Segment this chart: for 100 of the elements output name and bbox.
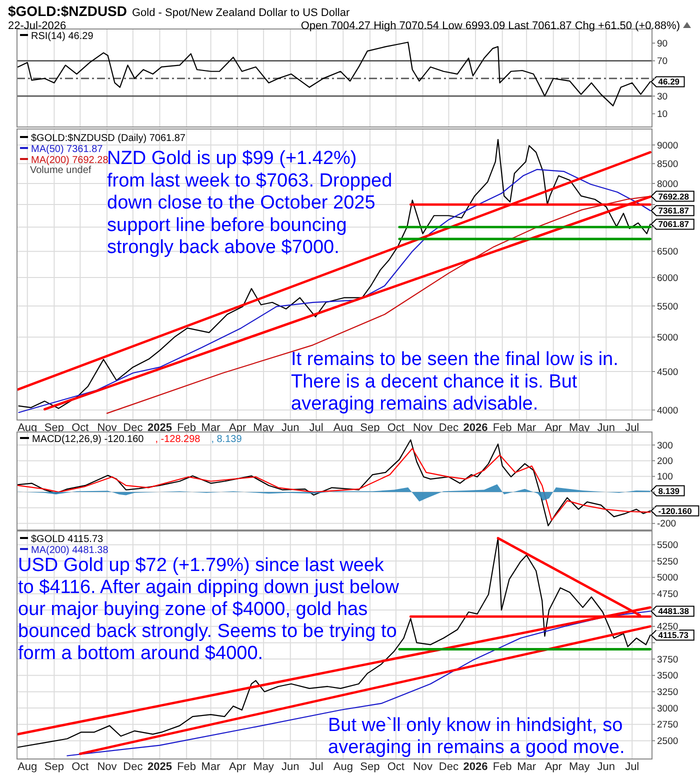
x-tick-label: Mar: [201, 422, 221, 434]
x-tick-label: Sep: [44, 422, 64, 434]
x-tick-label: Mar: [517, 422, 536, 434]
x-tick-label: 2026: [463, 422, 488, 434]
x-tick-label: 2026: [463, 761, 488, 773]
x-tick-label: Apr: [229, 761, 246, 773]
x-tick-label: Nov: [412, 422, 434, 434]
x-tick-label: Jul: [625, 422, 640, 434]
x-tick-label: Jun: [282, 422, 300, 434]
x-tick-label: May: [253, 422, 274, 434]
x-tick-label: Dec: [123, 761, 144, 773]
y-tick-label: 5500: [657, 301, 678, 312]
annotation: USD Gold up $72 (+1.79%) since last week to $4116. After again dipping down just below our major buying zone of $4000, gold has bounced back strongly. Seems to be trying to form a bottom around $4000.: [18, 555, 400, 664]
x-tick-label: Mar: [517, 761, 536, 773]
legend-label: RSI(14) 46.29: [31, 31, 94, 42]
y-tick-label: 5500: [657, 540, 678, 552]
annotation: 22-Jul-2026: [8, 20, 66, 32]
annotation: It remains to be seen the final low is in. There is a decent chance it is. But averaging remains advisable.: [291, 349, 618, 415]
y-tick-label: 8000: [657, 178, 678, 190]
x-tick-label: Feb: [177, 422, 196, 434]
y-tick-label: 9000: [657, 140, 678, 152]
x-tick-label: Aug: [18, 761, 38, 773]
y-tick-label: 3250: [657, 687, 678, 698]
x-tick-label: May: [253, 761, 274, 773]
x-tick-label: Jul: [625, 761, 640, 773]
annotation: NZD Gold is up $99 (+1.42%) from last week to $7063. Dropped down close to the October 2025 support line before bouncing strongly back above $7000.: [107, 148, 392, 258]
annotation: Open 7004.27 High 7070.54 Low 6993.09 Last 7061.87 Chg +61.50 (+0.88%): [300, 20, 680, 32]
x-tick-label: Nov: [97, 761, 118, 773]
x-tick-label: Apr: [229, 422, 246, 434]
x-tick-label: Sep: [360, 761, 380, 773]
annotation: 4481.38: [658, 606, 690, 616]
y-tick-label: 3750: [657, 654, 678, 666]
y-tick-label: 6500: [657, 246, 678, 258]
x-tick-label: Aug: [333, 761, 353, 773]
x-tick-label: Dec: [438, 761, 459, 773]
x-tick-label: Apr: [544, 422, 562, 434]
legend-label: MA(200) 4481.38: [31, 545, 109, 556]
x-tick-label: Oct: [72, 761, 89, 773]
x-tick-label: Oct: [387, 761, 404, 773]
legend-label: MA(200) 7692.28: [31, 155, 109, 166]
x-tick-label: May: [568, 761, 590, 773]
x-tick-label: 2025: [148, 422, 172, 434]
y-tick-label: 200: [657, 456, 673, 468]
y-tick-label: 100: [657, 472, 673, 483]
x-tick-label: Jun: [282, 761, 300, 773]
x-tick-label: Jun: [597, 422, 616, 434]
legend-label: MACD(12,26,9) -120.160: [32, 434, 144, 445]
x-tick-label: Oct: [72, 422, 89, 434]
annotation: 7061.87: [658, 219, 690, 230]
y-tick-label: 2500: [657, 736, 678, 748]
x-tick-label: Dec: [123, 422, 144, 434]
y-tick-label: 3000: [657, 703, 678, 714]
y-tick-label: 10: [657, 109, 668, 120]
x-tick-label: Oct: [387, 422, 404, 434]
y-tick-label: 4750: [657, 589, 678, 600]
y-tick-label: 5000: [657, 332, 678, 344]
annotation: -120.160: [658, 506, 692, 516]
x-tick-label: Sep: [360, 422, 380, 434]
x-tick-label: 2025: [148, 761, 172, 773]
y-tick-label: 30: [657, 91, 668, 102]
annotation: Volume undef: [30, 165, 92, 176]
x-tick-label: Nov: [412, 761, 434, 773]
x-tick-label: Apr: [544, 761, 562, 773]
y-tick-label: 6000: [657, 272, 678, 284]
y-tick-label: 70: [657, 56, 668, 68]
x-tick-label: Feb: [177, 761, 196, 773]
y-tick-label: 4250: [657, 622, 678, 633]
y-tick-label: 90: [657, 38, 668, 50]
y-tick-label: 2750: [657, 720, 678, 731]
x-tick-label: Feb: [492, 761, 512, 773]
chart-subtitle: Gold - Spot/New Zealand Dollar to US Dollar: [132, 7, 350, 19]
annotation: But we`ll only know in hindsight, so averaging in remains a good move.: [328, 715, 625, 758]
annotation: 46.29: [658, 76, 680, 87]
x-tick-label: Dec: [438, 422, 459, 434]
annotation: 7361.87: [658, 206, 690, 216]
x-tick-label: Nov: [97, 422, 118, 434]
y-tick-label: 300: [657, 440, 673, 452]
y-tick-label: 8500: [657, 158, 678, 170]
annotation: 8.139: [658, 486, 680, 496]
legend-label: $GOLD:$NZDUSD (Daily) 7061.87: [31, 133, 186, 144]
x-tick-label: Jun: [597, 761, 616, 773]
y-tick-label: 4000: [657, 405, 678, 416]
y-tick-label: 5250: [657, 556, 678, 568]
annotation: 4115.73: [658, 630, 689, 640]
x-tick-label: Mar: [201, 761, 221, 773]
text: , -128.298: [155, 434, 201, 445]
chart-title: $GOLD:$NZDUSD: [8, 3, 128, 19]
y-tick-label: 5000: [657, 572, 678, 584]
legend-label: MA(50) 7361.87: [31, 144, 104, 155]
y-tick-label: 3500: [657, 670, 678, 682]
text: , 8.139: [211, 434, 242, 445]
x-tick-label: Jul: [309, 422, 324, 434]
x-tick-label: May: [568, 422, 590, 434]
x-tick-label: Sep: [44, 761, 64, 773]
legend-label: $GOLD 4115.73: [31, 534, 104, 545]
y-tick-label: 4500: [657, 366, 678, 378]
x-tick-label: Feb: [492, 422, 512, 434]
annotation: 7692.28: [658, 191, 690, 202]
y-tick-label: -200: [657, 518, 676, 530]
x-tick-label: Jul: [309, 761, 324, 773]
